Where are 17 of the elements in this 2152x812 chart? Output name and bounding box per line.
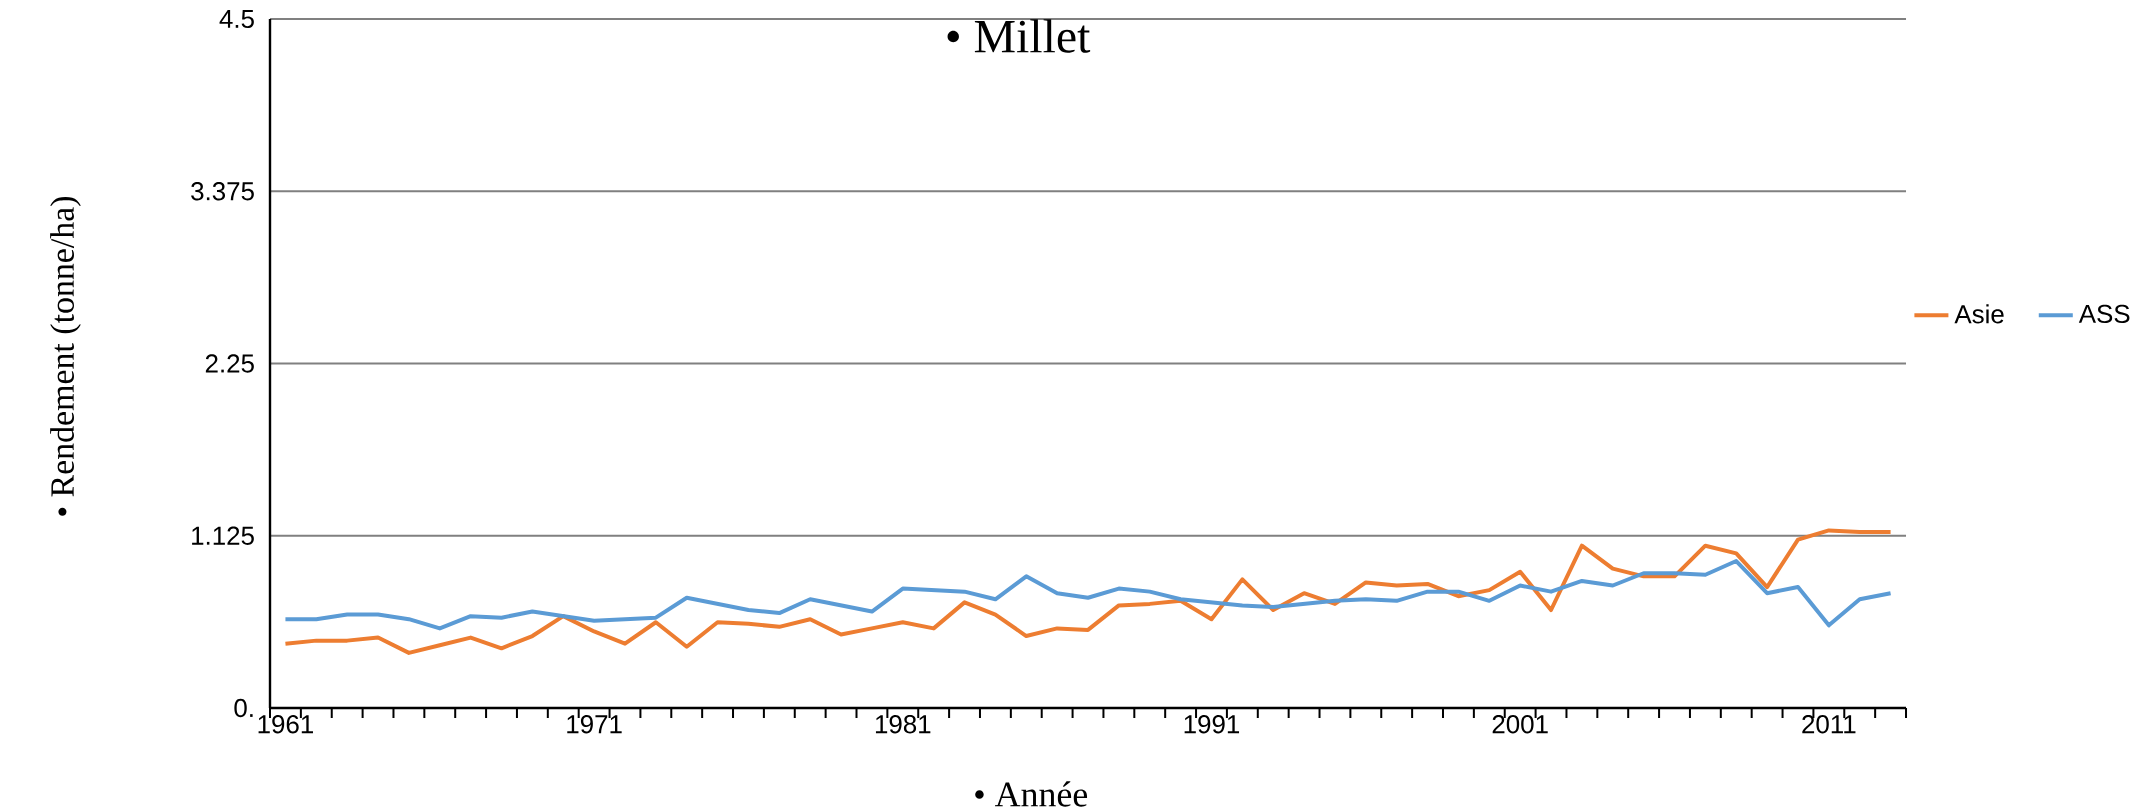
x-tick-label: 2001: [1492, 715, 1548, 734]
legend-label: ASS: [2078, 304, 2130, 324]
line-series: [283, 528, 1893, 655]
x-tick-label: 2011: [1802, 715, 1856, 734]
x-tick-label: 1981: [875, 715, 931, 734]
y-tick-label: 0.: [234, 698, 253, 718]
x-tick-label: 1971: [567, 715, 622, 734]
chart-title: • Millet: [947, 19, 1091, 53]
y-tick-label: 4.5: [219, 9, 254, 29]
legend-label: Asie: [1954, 304, 2004, 324]
y-tick-label: 2.25: [205, 354, 254, 373]
x-tick-label: 1991: [1184, 715, 1240, 734]
y-tick-label: 3.375: [191, 182, 254, 201]
x-axis-title: • Année: [975, 781, 1088, 807]
y-axis-title: • Rendement (tonne/ha): [50, 196, 81, 516]
y-tick-label: 1.125: [192, 526, 254, 545]
x-tick-label: 1961: [258, 715, 313, 734]
